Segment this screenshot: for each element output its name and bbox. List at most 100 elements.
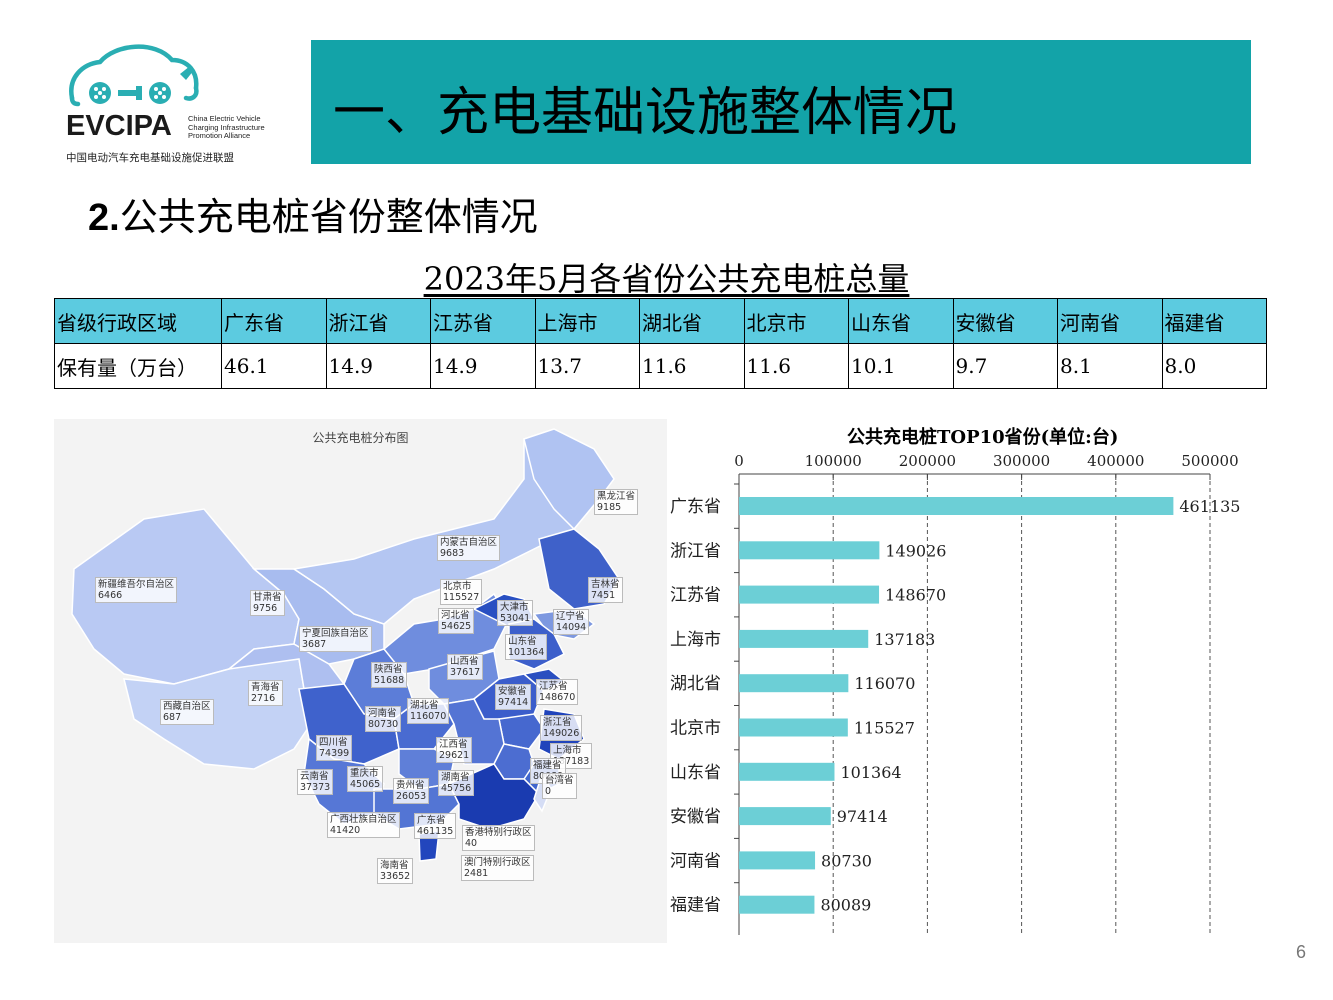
map-province-label: 青海省 2716 [248, 680, 283, 706]
table-row-header: 省级行政区域 [54, 298, 222, 344]
x-tick-label: 100000 [805, 452, 862, 470]
map-province-label: 吉林省 7451 [588, 577, 623, 603]
map-province-label: 四川省 74399 [316, 735, 353, 761]
table-cell: 8.0 [1161, 343, 1267, 389]
table-cell: 13.7 [534, 343, 640, 389]
bar [739, 541, 880, 560]
table-cell: 福建省 [1161, 298, 1267, 344]
map-province-label: 台湾省 0 [542, 773, 577, 799]
page-number: 6 [1296, 942, 1307, 962]
bar [739, 585, 880, 604]
car-plug-icon [69, 44, 199, 107]
y-category-label: 北京市 [670, 719, 721, 739]
map-province-label: 甘肃省 9756 [250, 590, 285, 616]
map-province-label: 山东省 101364 [505, 634, 548, 660]
table-cell: 江苏省 [430, 298, 536, 344]
bar-value-label: 116070 [854, 674, 915, 693]
table-header-row: 省级行政区域 广东省 浙江省 江苏省 上海市 湖北省 北京市 山东省 安徽省 河… [54, 298, 1267, 344]
bar [739, 718, 848, 737]
y-category-label: 河南省 [670, 851, 721, 871]
map-province-label: 湖南省 45756 [438, 770, 475, 796]
map-province-label: 广西壮族自治区 41420 [327, 812, 400, 838]
section-subtitle: 2.公共充电桩省份整体情况 [88, 195, 538, 239]
evcipa-logo: EVCIPA China Electric Vehicle Charging I… [60, 38, 280, 168]
map-province-label: 新疆维吾尔自治区 6466 [95, 577, 178, 603]
bar [739, 629, 869, 648]
x-tick-label: 500000 [1181, 452, 1238, 470]
map-province-label: 广东省 461135 [414, 813, 457, 839]
table-row-header: 保有量（万台） [54, 343, 222, 389]
slide-title-bar: 一、充电基础设施整体情况 [311, 40, 1251, 164]
table-row: 保有量（万台） 46.1 14.9 14.9 13.7 11.6 11.6 10… [54, 343, 1267, 389]
table-cell: 上海市 [534, 298, 640, 344]
bar-value-label: 137183 [874, 630, 935, 649]
map-province-label: 江苏省 148670 [536, 679, 579, 705]
table-cell: 浙江省 [325, 298, 431, 344]
bar [739, 762, 835, 781]
bar [739, 851, 816, 870]
x-tick-label: 400000 [1087, 452, 1144, 470]
bar [739, 497, 1174, 515]
bar-value-label: 115527 [854, 719, 915, 738]
bar-value-label: 97414 [837, 807, 888, 826]
map-title: 公共充电桩分布图 [312, 431, 409, 445]
table-cell: 湖北省 [639, 298, 745, 344]
map-province-label: 北京市 115527 [440, 579, 483, 605]
map-province-label: 西藏自治区 687 [160, 699, 214, 725]
y-category-label: 福建省 [670, 896, 721, 916]
table-title: 2023年5月各省份公共充电桩总量 [423, 260, 910, 298]
map-province-label: 宁夏回族自治区 3687 [299, 626, 372, 652]
map-province-label: 香港特别行政区 40 [462, 825, 535, 851]
y-category-label: 广东省 [670, 497, 721, 517]
x-tick-label: 0 [734, 452, 744, 470]
y-category-label: 湖北省 [670, 674, 721, 694]
map-province-label: 湖北省 116070 [407, 698, 450, 724]
table-cell: 10.1 [848, 343, 954, 389]
table-cell: 安徽省 [952, 298, 1058, 344]
province-table: 省级行政区域 广东省 浙江省 江苏省 上海市 湖北省 北京市 山东省 安徽省 河… [54, 298, 1267, 389]
slide-title: 一、充电基础设施整体情况 [333, 83, 958, 143]
x-tick-label: 300000 [993, 452, 1050, 470]
bar-chart-svg: 0 100000 200000 300000 400000 500000 广东省 461135… [670, 452, 1240, 935]
y-category-label: 江苏省 [670, 586, 721, 606]
table-cell: 46.1 [221, 343, 327, 389]
y-category-label: 上海市 [670, 630, 721, 650]
map-province-label: 辽宁省 14094 [553, 609, 590, 635]
map-province-label: 澳门特别行政区 2481 [461, 855, 534, 881]
top10-bar-chart: 公共充电桩TOP10省份(单位:台) 0 100000 200000 300000 40… [667, 419, 1267, 943]
map-province-label: 重庆市 45065 [347, 766, 384, 792]
table-cell: 11.6 [743, 343, 849, 389]
table-cell: 11.6 [639, 343, 745, 389]
table-cell: 14.9 [430, 343, 536, 389]
china-charging-map: 公共充电桩分布图 [54, 419, 667, 943]
table-cell: 河南省 [1057, 298, 1163, 344]
logo-chinese-name: 中国电动汽车充电基础设施促进联盟 [66, 152, 234, 164]
table-cell: 山东省 [848, 298, 954, 344]
table-cell: 北京市 [743, 298, 849, 344]
y-category-label: 山东省 [670, 763, 721, 783]
bar-value-label: 148670 [885, 586, 946, 605]
bar [739, 807, 831, 826]
map-province-label: 山西省 37617 [447, 654, 484, 680]
logo-wordmark: EVCIPA [66, 110, 172, 142]
table-cell: 14.9 [325, 343, 431, 389]
table-cell: 广东省 [221, 298, 327, 344]
map-province-label: 贵州省 26053 [393, 778, 430, 804]
map-province-label: 陕西省 51688 [371, 662, 408, 688]
bar [739, 674, 849, 693]
map-province-label: 大津市 53041 [497, 600, 534, 626]
map-province-label: 内蒙古自治区 9683 [437, 535, 501, 561]
map-province-label: 安徽省 97414 [495, 684, 532, 710]
map-province-label: 黑龙江省 9185 [594, 489, 639, 515]
bar-value-label: 149026 [885, 541, 946, 560]
map-province-label: 浙江省 149026 [540, 715, 583, 741]
chart-title: 公共充电桩TOP10省份(单位:台) [847, 427, 1119, 448]
y-category-label: 浙江省 [670, 541, 721, 561]
table-cell: 8.1 [1057, 343, 1163, 389]
map-province-label: 海南省 33652 [377, 858, 414, 884]
table-cell: 9.7 [952, 343, 1058, 389]
bar-value-label: 461135 [1179, 497, 1240, 516]
map-province-label: 河南省 80730 [365, 706, 402, 732]
bar-value-label: 80089 [820, 896, 871, 915]
bar-value-label: 101364 [840, 763, 901, 782]
